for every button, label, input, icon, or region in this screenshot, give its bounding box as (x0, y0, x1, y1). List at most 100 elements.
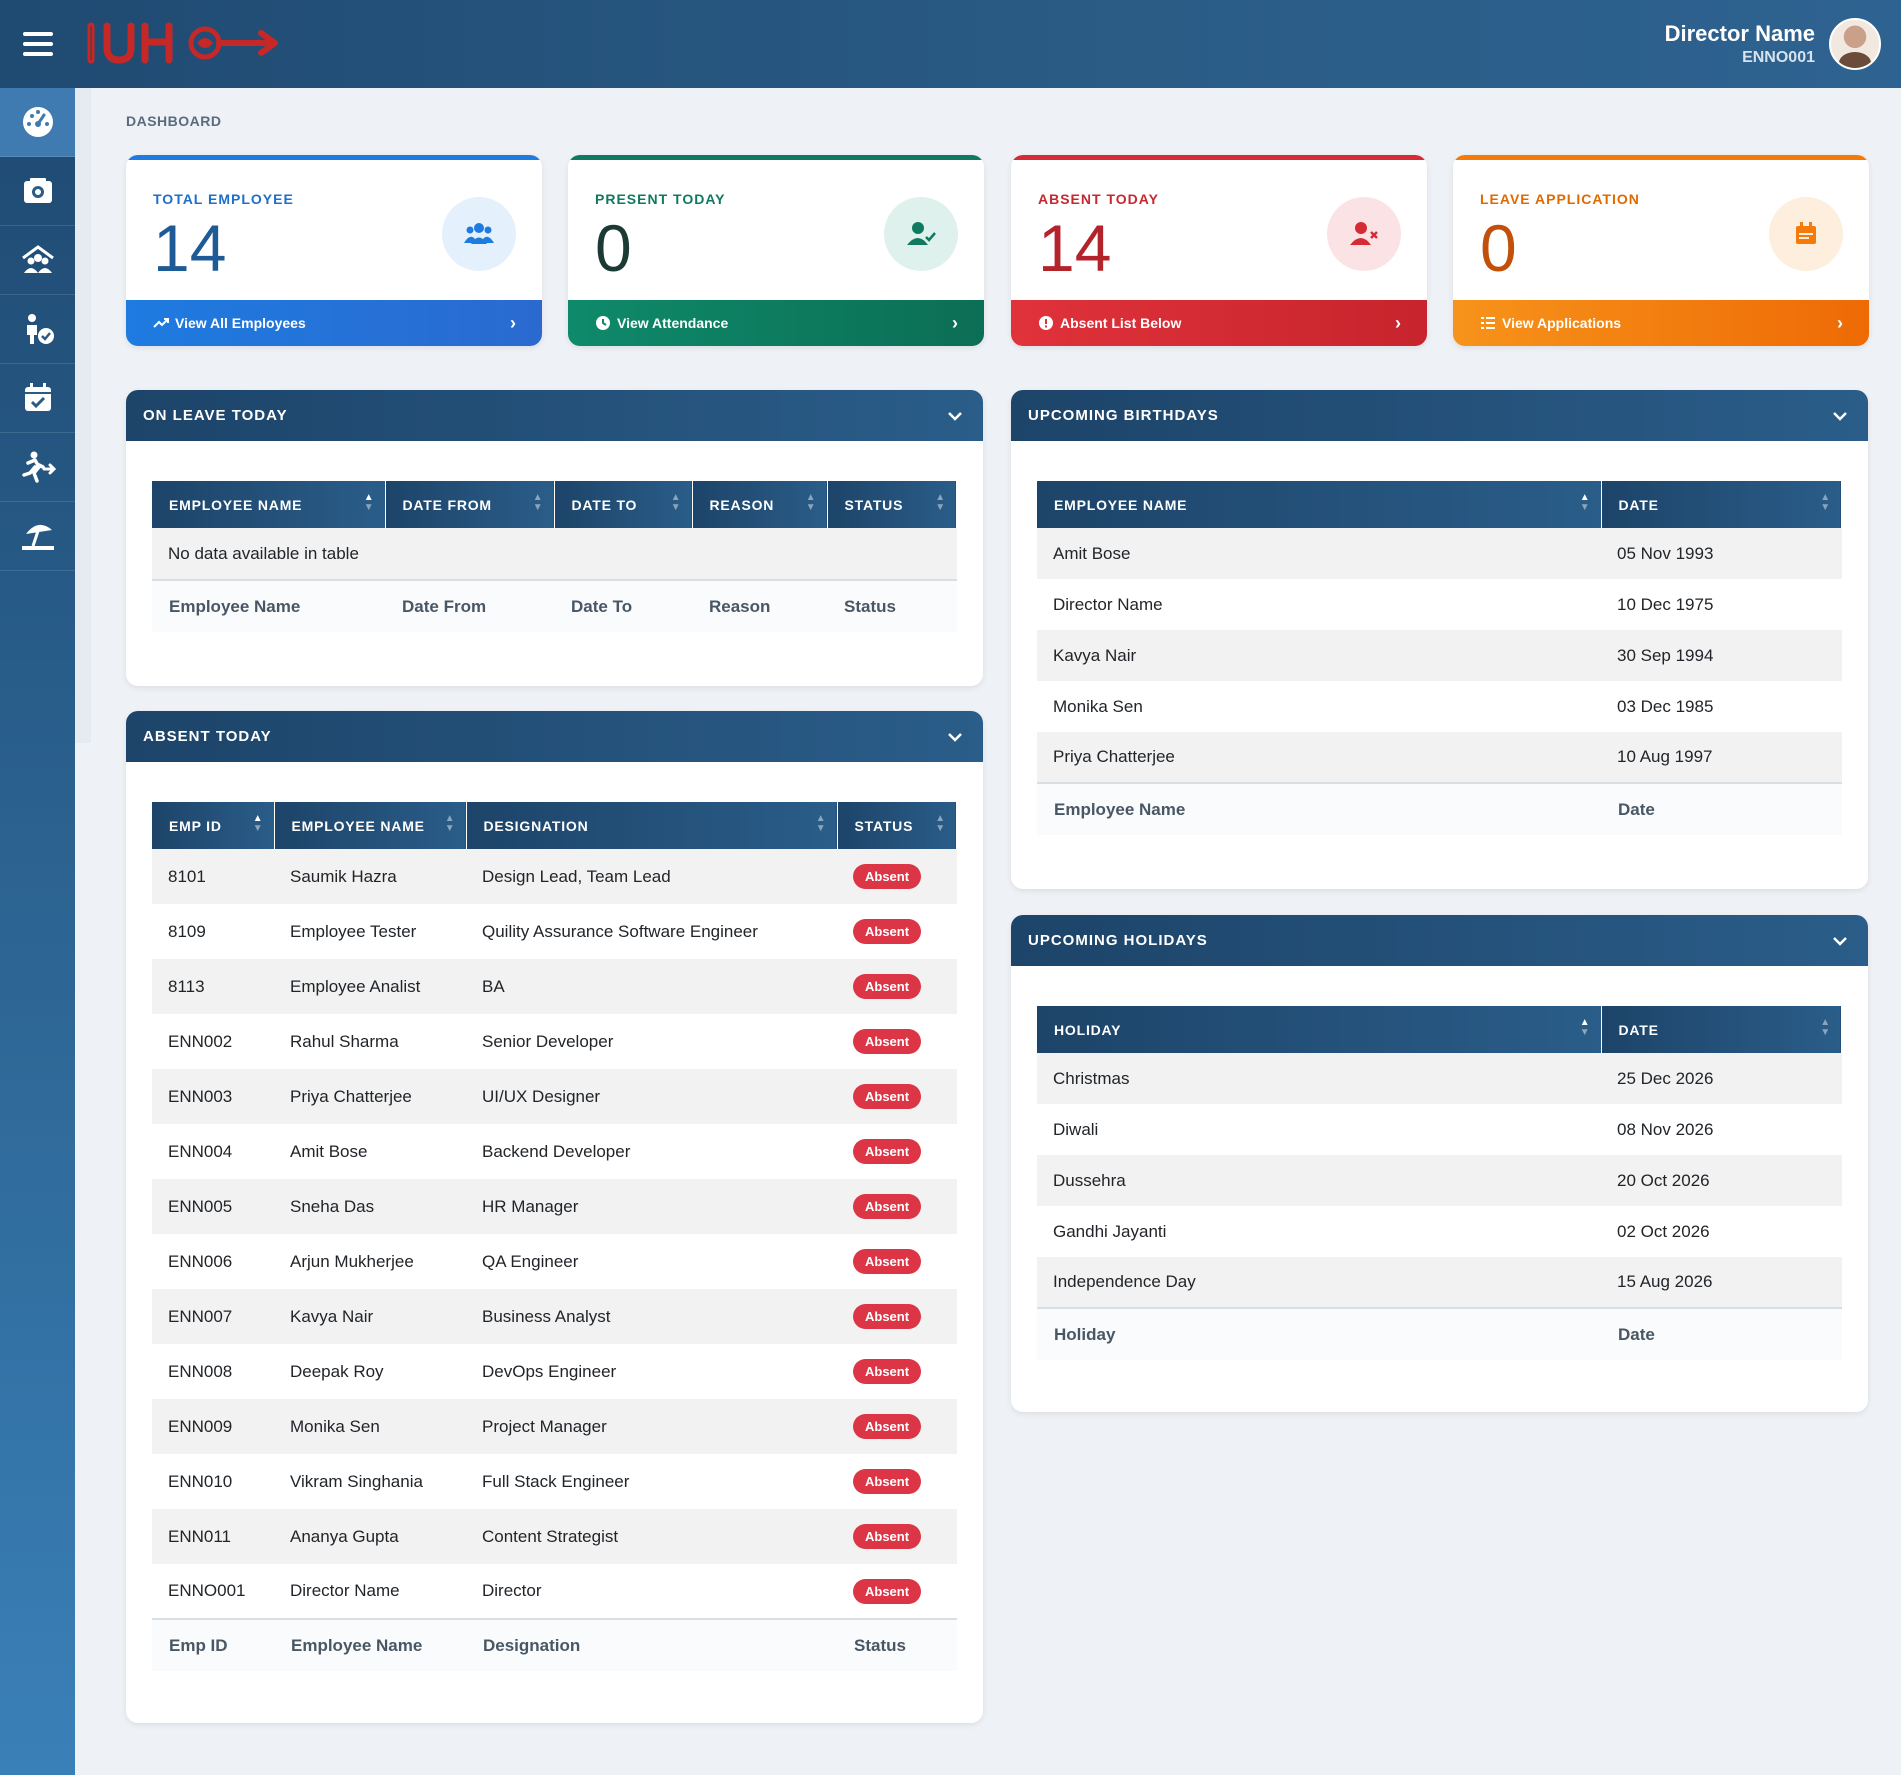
status-badge: Absent (853, 1249, 922, 1274)
table-cell: 02 Oct 2026 (1617, 1221, 1710, 1241)
sidebar-item-leave-calendar[interactable] (0, 364, 75, 433)
top-navbar: Director Name ENNO001 (0, 0, 1901, 88)
chevron-right-icon: › (952, 312, 958, 333)
sort-icon: ▲ ▼ (935, 492, 946, 513)
stat-value: 14 (1038, 211, 1112, 285)
table-cell: 30 Sep 1994 (1601, 630, 1842, 681)
table-cell: Deepak Roy (290, 1361, 384, 1381)
sort-icon: ▲ ▼ (1820, 492, 1831, 513)
table-row: Priya Chatterjee 10 Aug 1997 (1037, 732, 1842, 783)
table-row: ENNO001 Director Name Director Absent (152, 1564, 957, 1619)
stat-value: 0 (1480, 211, 1517, 285)
chevron-down-icon[interactable] (947, 729, 963, 745)
trend-up-icon (153, 318, 169, 328)
table-cell: ENN002 (168, 1031, 233, 1051)
calendar-icon (1769, 197, 1843, 271)
col-date-from[interactable]: DATE FROM ▲ ▼ (385, 481, 555, 528)
col-status[interactable]: STATUS ▲ ▼ (837, 802, 957, 849)
beach-umbrella-icon (21, 524, 54, 550)
sidebar-item-dashboard[interactable] (0, 88, 75, 157)
footer-cell: Status (837, 1618, 957, 1671)
sidebar-item-holidays[interactable] (0, 502, 75, 571)
sort-icon: ▲ ▼ (444, 813, 456, 834)
sort-icon: ▲ ▼ (532, 492, 544, 513)
on-leave-table: EMPLOYEE NAME ▲ ▼ DATE FROM ▲ ▼ DATE TO ▲ ▼ RE… (152, 481, 957, 632)
panel-header[interactable]: UPCOMING BIRTHDAYS (1011, 390, 1868, 441)
table-cell: ENN009 (152, 1399, 274, 1454)
table-cell: Priya Chatterjee (274, 1069, 466, 1124)
absent-list-link[interactable]: Absent List Below › (1011, 300, 1427, 346)
table-cell: UI/UX Designer (466, 1069, 837, 1124)
panel-header[interactable]: UPCOMING HOLIDAYS (1011, 915, 1868, 966)
table-row: Gandhi Jayanti 02 Oct 2026 (1037, 1206, 1842, 1257)
stat-footer-label: View Attendance (617, 315, 729, 331)
status-badge: Absent (853, 1139, 922, 1164)
company-logo[interactable] (85, 18, 285, 68)
col-date-to[interactable]: DATE TO ▲ ▼ (554, 481, 693, 528)
user-profile[interactable]: Director Name ENNO001 (1665, 18, 1881, 70)
sort-icon: ▲ ▼ (805, 492, 817, 513)
view-all-employees-link[interactable]: View All Employees › (126, 300, 542, 346)
table-cell: Ananya Gupta (274, 1509, 466, 1564)
col-date[interactable]: DATE ▲ ▼ (1601, 1006, 1842, 1053)
footer-cell: Date (1601, 1307, 1842, 1360)
footer-cell: Employee Name (1037, 782, 1601, 835)
sort-icon: ▲ ▼ (1579, 1017, 1591, 1038)
table-row: ENN003 Priya Chatterjee UI/UX Designer Abse… (152, 1069, 957, 1124)
birthdays-table: EMPLOYEE NAME ▲ ▼ DATE ▲ ▼ Amit Bose 05 Nov 1… (1037, 481, 1842, 835)
status-badge: Absent (853, 1469, 922, 1494)
footer-cell: Employee Name (274, 1618, 466, 1671)
sidebar-item-team[interactable] (0, 226, 75, 295)
absent-today-card: ABSENT TODAY 14 Absent List Below › (1011, 155, 1427, 346)
view-applications-link[interactable]: View Applications › (1453, 300, 1869, 346)
table-cell: Diwali (1053, 1119, 1099, 1139)
table-cell: 8101 (152, 849, 274, 904)
status-badge: Absent (853, 974, 922, 999)
table-cell: ENN004 (168, 1141, 233, 1161)
col-reason[interactable]: REASON ▲ ▼ (692, 481, 828, 528)
table-cell: ENN005 (152, 1179, 274, 1234)
sidebar-item-employee-status[interactable] (0, 295, 75, 364)
col-employee-name[interactable]: EMPLOYEE NAME ▲ ▼ (274, 802, 467, 849)
table-cell: ENN003 (152, 1069, 274, 1124)
table-row: ENN008 Deepak Roy DevOps Engineer Absent (152, 1344, 957, 1399)
chevron-right-icon: › (1837, 312, 1843, 333)
user-check-icon (884, 197, 958, 271)
sort-icon: ▲ ▼ (935, 813, 946, 834)
col-status[interactable]: STATUS ▲ ▼ (827, 481, 957, 528)
col-employee-name[interactable]: EMPLOYEE NAME ▲ ▼ (1037, 481, 1602, 528)
table-row: 8113 Employee Analist BA Absent (152, 959, 957, 1014)
upcoming-holidays-panel: UPCOMING HOLIDAYS HOLIDAY ▲ ▼ DATE ▲ ▼ Chris… (1011, 915, 1868, 1412)
footer-cell: Employee Name (152, 579, 385, 632)
panel-title: ABSENT TODAY (143, 728, 272, 745)
menu-toggle-button[interactable] (0, 0, 75, 88)
table-row: 8101 Saumik Hazra Design Lead, Team Lead Ab… (152, 849, 957, 904)
col-designation[interactable]: DESIGNATION ▲ ▼ (466, 802, 838, 849)
sidebar-item-attendance[interactable] (0, 157, 75, 226)
avatar[interactable] (1829, 18, 1881, 70)
holidays-table: HOLIDAY ▲ ▼ DATE ▲ ▼ Christmas 25 Dec 2026 Diw… (1037, 1006, 1842, 1360)
col-employee-name[interactable]: EMPLOYEE NAME ▲ ▼ (152, 481, 386, 528)
chevron-down-icon[interactable] (1832, 408, 1848, 424)
chevron-down-icon[interactable] (947, 408, 963, 424)
table-cell: ENN007 (152, 1289, 274, 1344)
panel-header[interactable]: ON LEAVE TODAY (126, 390, 983, 441)
sidebar-item-exit[interactable] (0, 433, 75, 502)
panel-header[interactable]: ABSENT TODAY (126, 711, 983, 762)
status-badge: Absent (853, 1578, 922, 1604)
col-holiday[interactable]: HOLIDAY ▲ ▼ (1037, 1006, 1602, 1053)
table-cell: Quility Assurance Software Engineer (482, 921, 758, 941)
table-cell: 03 Dec 1985 (1617, 696, 1714, 716)
user-times-icon (1327, 197, 1401, 271)
col-emp-id[interactable]: EMP ID ▲ ▼ (152, 802, 275, 849)
col-date[interactable]: DATE ▲ ▼ (1601, 481, 1842, 528)
table-cell: 8109 (168, 921, 206, 941)
hamburger-icon (22, 32, 53, 56)
chevron-down-icon[interactable] (1832, 933, 1848, 949)
table-cell: 20 Oct 2026 (1601, 1155, 1842, 1206)
view-attendance-link[interactable]: View Attendance › (568, 300, 984, 346)
table-row: Director Name 10 Dec 1975 (1037, 579, 1842, 630)
stat-value: 0 (595, 211, 632, 285)
table-cell: Absent (837, 849, 957, 904)
table-cell: 05 Nov 1993 (1601, 528, 1842, 579)
